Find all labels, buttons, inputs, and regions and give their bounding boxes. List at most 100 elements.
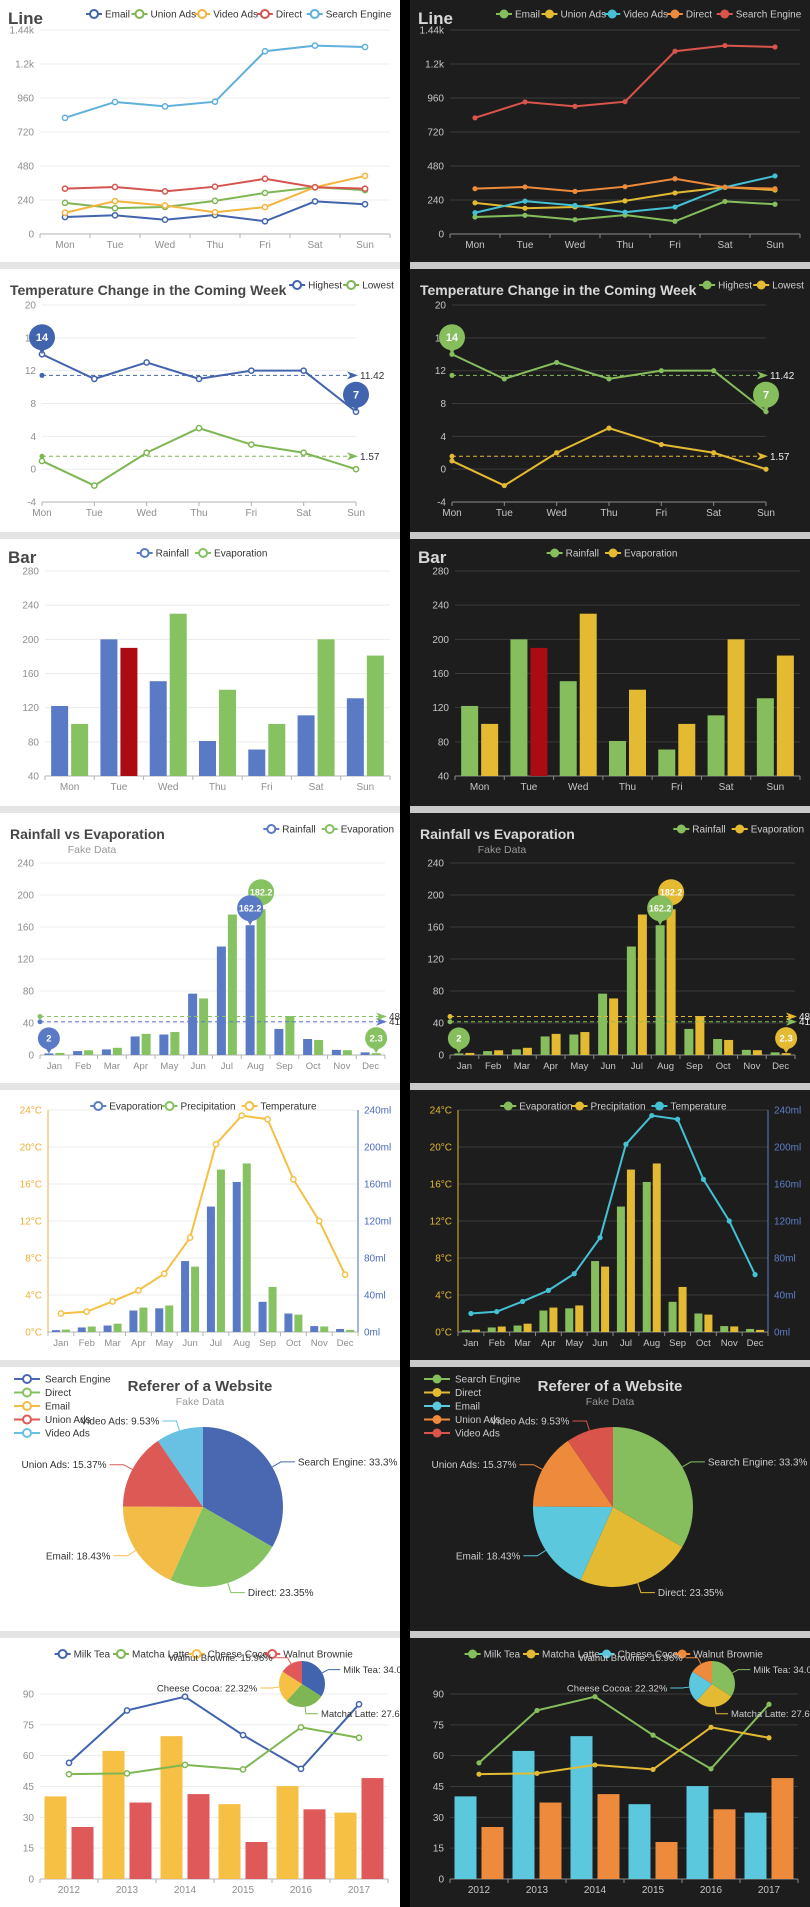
- bar-evaporation-mar[interactable]: [522, 1047, 532, 1055]
- legend-item-union-ads[interactable]: Union Ads: [424, 1415, 501, 1426]
- bar-cheese-cocoa-2013[interactable]: [102, 1750, 125, 1879]
- legend-item-rainfall[interactable]: Rainfall: [546, 548, 599, 560]
- bar-precipitation-apr[interactable]: [139, 1307, 148, 1332]
- bar-precipitation-dec[interactable]: [756, 1329, 765, 1332]
- bar-cheese-cocoa-2013[interactable]: [512, 1750, 535, 1879]
- bar-evaporation-oct[interactable]: [724, 1039, 734, 1055]
- legend-item-highest[interactable]: Highest: [699, 280, 752, 292]
- bar-walnut-brownie-2012[interactable]: [481, 1826, 504, 1879]
- bar-precipitation-apr[interactable]: [549, 1307, 558, 1332]
- bar-precipitation-mar[interactable]: [113, 1323, 122, 1332]
- legend-item-cheese-cocoa[interactable]: Cheese Cocoa: [598, 1649, 685, 1661]
- bar-walnut-brownie-2015[interactable]: [245, 1842, 268, 1879]
- bar-rainfall-thu[interactable]: [609, 740, 626, 776]
- pie-slice-milk-tea[interactable]: [712, 1661, 735, 1697]
- legend-item-evaporation[interactable]: Evaporation: [605, 548, 677, 560]
- series-matcha-latte[interactable]: [478, 1726, 770, 1776]
- legend-item-milk-tea[interactable]: Milk Tea: [54, 1649, 111, 1661]
- bar-precipitation-aug[interactable]: [652, 1163, 661, 1332]
- legend-item-union-ads[interactable]: Union Ads: [131, 9, 197, 21]
- pie-slice-milk-tea[interactable]: [302, 1661, 325, 1697]
- legend-item-rainfall[interactable]: Rainfall: [263, 824, 316, 836]
- bar-evaporation-jul[interactable]: [637, 914, 647, 1055]
- bar-evaporation-nov[interactable]: [752, 1050, 762, 1055]
- series-matcha-latte[interactable]: [68, 1726, 360, 1776]
- bar-rainfall-aug[interactable]: [655, 925, 665, 1055]
- bar-evaporation-may[interactable]: [580, 1032, 590, 1055]
- legend-item-video-ads[interactable]: Video Ads: [424, 1428, 500, 1440]
- pie-slice-email[interactable]: [123, 1506, 203, 1581]
- legend-item-temperature[interactable]: Temperature: [241, 1101, 317, 1113]
- bar-evaporation-mar[interactable]: [112, 1047, 122, 1055]
- bar-walnut-brownie-2017[interactable]: [771, 1778, 794, 1879]
- bar-evaporation-thu[interactable]: [629, 689, 646, 776]
- bar-precipitation-jan[interactable]: [61, 1329, 70, 1332]
- bar-rainfall-jun[interactable]: [598, 993, 608, 1055]
- bar-cheese-cocoa-2014[interactable]: [160, 1736, 183, 1879]
- bar-rainfall-mar[interactable]: [511, 1049, 521, 1055]
- bar-precipitation-jan[interactable]: [471, 1329, 480, 1332]
- bar-evaporation-sep[interactable]: [285, 1016, 295, 1055]
- bar-precipitation-jun[interactable]: [191, 1266, 200, 1332]
- bar-rainfall-wed[interactable]: [559, 681, 577, 776]
- bar-rainfall-oct[interactable]: [713, 1039, 723, 1055]
- bar-evaporation-mon[interactable]: [71, 723, 89, 776]
- bar-evaporation-may[interactable]: [155, 1308, 164, 1332]
- bar-walnut-brownie-2013[interactable]: [129, 1802, 152, 1879]
- bar-precipitation-sep[interactable]: [678, 1286, 687, 1332]
- bar-precipitation-oct[interactable]: [704, 1314, 713, 1332]
- bar-precipitation-jul[interactable]: [216, 1169, 225, 1332]
- series-milk-tea[interactable]: [478, 1695, 770, 1771]
- bar-cheese-cocoa-2012[interactable]: [454, 1796, 477, 1879]
- bar-walnut-brownie-2014[interactable]: [597, 1794, 620, 1879]
- legend-item-union-ads[interactable]: Union Ads: [14, 1414, 91, 1426]
- bar-rainfall-apr[interactable]: [130, 1036, 140, 1055]
- bar-precipitation-feb[interactable]: [87, 1326, 96, 1332]
- legend-item-cheese-cocoa[interactable]: Cheese Cocoa: [188, 1649, 275, 1661]
- pie-slice-union-ads[interactable]: [123, 1440, 203, 1507]
- pie-slice-email[interactable]: [533, 1506, 613, 1581]
- series-milk-tea[interactable]: [68, 1695, 360, 1771]
- legend-item-email[interactable]: Email: [14, 1401, 70, 1413]
- legend-item-highest[interactable]: Highest: [289, 280, 342, 292]
- legend-item-precipitation[interactable]: Precipitation: [161, 1101, 236, 1113]
- bar-evaporation-nov[interactable]: [720, 1326, 729, 1332]
- pie-slice-video-ads[interactable]: [157, 1427, 203, 1507]
- legend-item-evaporation[interactable]: Evaporation: [195, 548, 267, 560]
- bar-evaporation-sat[interactable]: [727, 639, 745, 776]
- bar-rainfall-sat[interactable]: [707, 715, 725, 776]
- bar-rainfall-may[interactable]: [569, 1034, 579, 1055]
- bar-evaporation-wed[interactable]: [579, 613, 597, 776]
- bar-rainfall-feb[interactable]: [483, 1051, 493, 1055]
- bar-walnut-brownie-2015[interactable]: [655, 1842, 678, 1879]
- bar-evaporation-sep[interactable]: [258, 1301, 267, 1332]
- bar-evaporation-apr[interactable]: [129, 1310, 138, 1332]
- bar-rainfall-nov[interactable]: [331, 1049, 341, 1055]
- bar-evaporation-jan[interactable]: [465, 1052, 475, 1055]
- bar-evaporation-jan[interactable]: [51, 1330, 60, 1332]
- bar-rainfall-fri[interactable]: [658, 749, 676, 776]
- legend-item-matcha-latte[interactable]: Matcha Latte: [523, 1649, 600, 1661]
- pie-slice-search-engine[interactable]: [203, 1427, 283, 1547]
- legend-item-walnut-brownie[interactable]: Walnut Brownie: [264, 1649, 353, 1661]
- bar-precipitation-jun[interactable]: [601, 1266, 610, 1332]
- bar-evaporation-dec[interactable]: [746, 1328, 755, 1332]
- bar-evaporation-sat[interactable]: [317, 639, 335, 776]
- bar-evaporation-jun[interactable]: [609, 998, 619, 1055]
- bar-evaporation-may[interactable]: [170, 1032, 180, 1055]
- legend-item-video-ads[interactable]: Video Ads: [604, 9, 668, 21]
- bar-cheese-cocoa-2017[interactable]: [334, 1812, 357, 1879]
- bar-precipitation-nov[interactable]: [320, 1326, 329, 1332]
- bar-evaporation-jul[interactable]: [227, 914, 237, 1055]
- bar-rainfall-dec[interactable]: [770, 1052, 780, 1055]
- bar-evaporation-sun[interactable]: [366, 655, 384, 776]
- bar-rainfall-jan[interactable]: [454, 1053, 464, 1055]
- bar-evaporation-feb[interactable]: [77, 1327, 86, 1332]
- legend-item-evaporation[interactable]: Evaporation: [731, 824, 804, 836]
- bar-evaporation-mar[interactable]: [513, 1325, 522, 1332]
- bar-evaporation-fri[interactable]: [268, 723, 286, 776]
- bar-walnut-brownie-2016[interactable]: [713, 1809, 736, 1879]
- bar-rainfall-wed[interactable]: [149, 681, 167, 776]
- pie-slice-walnut-brownie[interactable]: [692, 1661, 712, 1684]
- bar-evaporation-aug[interactable]: [666, 909, 676, 1055]
